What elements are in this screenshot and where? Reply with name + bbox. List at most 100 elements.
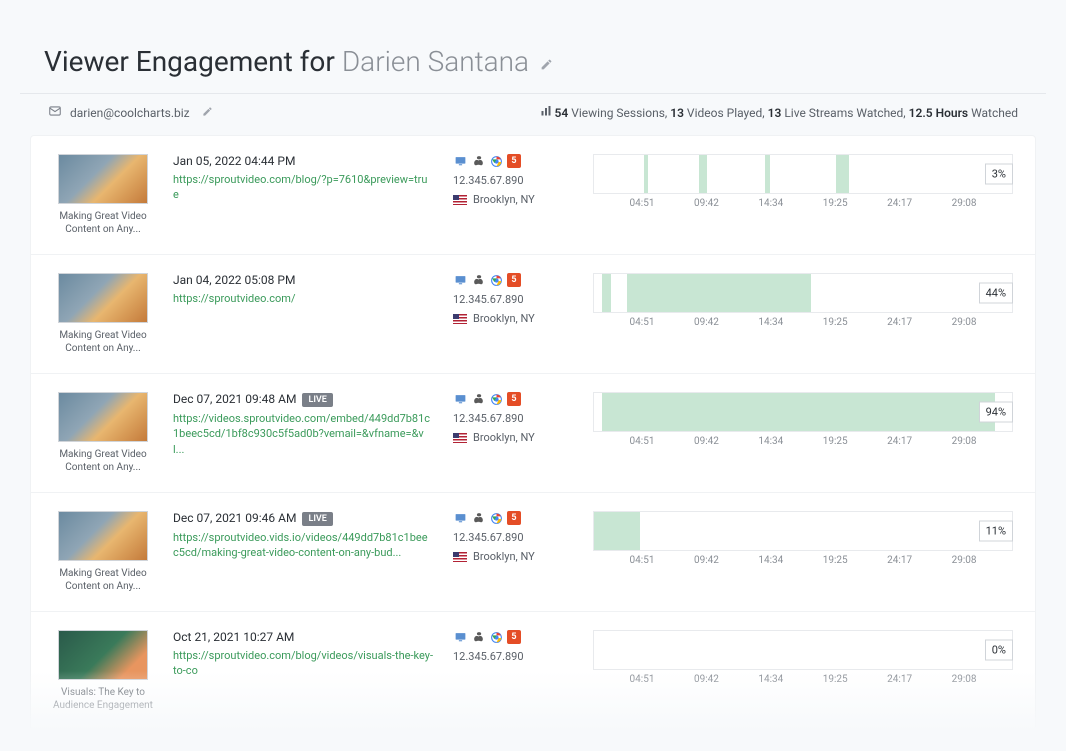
axis-tick: 04:51 xyxy=(610,555,674,566)
session-row[interactable]: Making Great Video Content on Any... Dec… xyxy=(31,493,1035,612)
location-text: Brooklyn, NY xyxy=(473,431,535,444)
info-column: Dec 07, 2021 09:48 AMLIVE https://videos… xyxy=(173,392,433,457)
location: Brooklyn, NY xyxy=(453,550,573,563)
viewer-name: Darien Santana xyxy=(342,45,529,78)
axis-tick: 09:42 xyxy=(674,317,738,328)
axis-tick: 19:25 xyxy=(803,674,867,685)
axis-tick: 14:34 xyxy=(739,555,803,566)
axis-tick: 14:34 xyxy=(739,198,803,209)
video-title: Making Great Video Content on Any... xyxy=(53,329,153,355)
live-badge: LIVE xyxy=(302,512,332,526)
location: Brooklyn, NY xyxy=(453,312,573,325)
chart-axis: 04:5109:4214:3419:2524:1729:08 xyxy=(593,198,1013,209)
session-url[interactable]: https://videos.sproutvideo.com/embed/449… xyxy=(173,411,433,457)
header-row: darien@coolcharts.biz 54 Viewing Session… xyxy=(20,93,1046,135)
video-thumbnail[interactable] xyxy=(58,154,148,204)
percent-watched: 11% xyxy=(979,521,1013,542)
chart-area: 3% xyxy=(593,154,1013,194)
session-url[interactable]: https://sproutvideo.vids.io/videos/449dd… xyxy=(173,530,433,561)
session-row[interactable]: Visuals: The Key to Audience Engagement … xyxy=(31,612,1035,730)
page-title: Viewer Engagement for Darien Santana xyxy=(20,20,1046,93)
axis-tick: 04:51 xyxy=(610,198,674,209)
thumbnail-column: Making Great Video Content on Any... xyxy=(53,273,153,355)
session-row[interactable]: Making Great Video Content on Any... Jan… xyxy=(31,255,1035,374)
axis-tick: 14:34 xyxy=(739,436,803,447)
session-date: Dec 07, 2021 09:46 AMLIVE xyxy=(173,511,433,526)
axis-tick: 04:51 xyxy=(610,674,674,685)
session-row[interactable]: Making Great Video Content on Any... Jan… xyxy=(31,136,1035,255)
browser-icon xyxy=(489,273,503,287)
ip-address: 12.345.67.890 xyxy=(453,293,573,306)
video-thumbnail[interactable] xyxy=(58,392,148,442)
chart-axis: 04:5109:4214:3419:2524:1729:08 xyxy=(593,674,1013,685)
monitor-icon xyxy=(453,511,467,525)
video-title: Making Great Video Content on Any... xyxy=(53,210,153,236)
axis-tick: 09:42 xyxy=(674,436,738,447)
session-date: Oct 21, 2021 10:27 AM xyxy=(173,630,433,644)
html5-icon: 5 xyxy=(507,630,521,644)
video-thumbnail[interactable] xyxy=(58,630,148,680)
engagement-chart: 11% 04:5109:4214:3419:2524:1729:08 xyxy=(593,511,1013,566)
engagement-chart: 44% 04:5109:4214:3419:2524:1729:08 xyxy=(593,273,1013,328)
chart-axis: 04:5109:4214:3419:2524:1729:08 xyxy=(593,555,1013,566)
axis-tick: 04:51 xyxy=(610,317,674,328)
mail-icon xyxy=(48,104,62,121)
edit-email-icon[interactable] xyxy=(202,105,213,121)
session-row[interactable]: Making Great Video Content on Any... Dec… xyxy=(31,374,1035,493)
meta-column: 5 12.345.67.890 Brooklyn, NY xyxy=(453,392,573,444)
monitor-icon xyxy=(453,154,467,168)
axis-tick: 14:34 xyxy=(739,674,803,685)
axis-tick: 19:25 xyxy=(803,198,867,209)
session-date: Jan 05, 2022 04:44 PM xyxy=(173,154,433,168)
video-title: Making Great Video Content on Any... xyxy=(53,567,153,593)
monitor-icon xyxy=(453,630,467,644)
axis-tick: 19:25 xyxy=(803,436,867,447)
os-icon xyxy=(471,154,485,168)
thumbnail-column: Making Great Video Content on Any... xyxy=(53,392,153,474)
browser-icon xyxy=(489,630,503,644)
session-url[interactable]: https://sproutvideo.com/blog/videos/visu… xyxy=(173,648,433,679)
video-title: Making Great Video Content on Any... xyxy=(53,448,153,474)
edit-name-icon[interactable] xyxy=(540,59,553,75)
ip-address: 12.345.67.890 xyxy=(453,531,573,544)
os-icon xyxy=(471,392,485,406)
tech-icons: 5 xyxy=(453,154,573,168)
meta-column: 5 12.345.67.890 Brooklyn, NY xyxy=(453,511,573,563)
axis-tick: 29:08 xyxy=(932,436,996,447)
axis-tick: 09:42 xyxy=(674,198,738,209)
axis-tick: 24:17 xyxy=(867,555,931,566)
thumbnail-column: Making Great Video Content on Any... xyxy=(53,511,153,593)
monitor-icon xyxy=(453,392,467,406)
os-icon xyxy=(471,511,485,525)
chart-area: 0% xyxy=(593,630,1013,670)
html5-icon: 5 xyxy=(507,392,521,406)
video-thumbnail[interactable] xyxy=(58,511,148,561)
flag-icon xyxy=(453,433,467,443)
engagement-chart: 94% 04:5109:4214:3419:2524:1729:08 xyxy=(593,392,1013,447)
video-title: Visuals: The Key to Audience Engagement xyxy=(53,686,153,712)
axis-tick: 29:08 xyxy=(932,198,996,209)
chart-area: 11% xyxy=(593,511,1013,551)
os-icon xyxy=(471,630,485,644)
engagement-chart: 3% 04:5109:4214:3419:2524:1729:08 xyxy=(593,154,1013,209)
engagement-chart: 0% 04:5109:4214:3419:2524:1729:08 xyxy=(593,630,1013,685)
page-container: Viewer Engagement for Darien Santana dar… xyxy=(20,20,1046,731)
axis-tick: 24:17 xyxy=(867,436,931,447)
ip-address: 12.345.67.890 xyxy=(453,174,573,187)
ip-address: 12.345.67.890 xyxy=(453,650,573,663)
tech-icons: 5 xyxy=(453,511,573,525)
flag-icon xyxy=(453,552,467,562)
session-url[interactable]: https://sproutvideo.com/ xyxy=(173,291,433,306)
meta-column: 5 12.345.67.890 xyxy=(453,630,573,669)
browser-icon xyxy=(489,392,503,406)
videos-count: 13 xyxy=(670,106,684,120)
video-thumbnail[interactable] xyxy=(58,273,148,323)
chart-area: 94% xyxy=(593,392,1013,432)
chart-axis: 04:5109:4214:3419:2524:1729:08 xyxy=(593,436,1013,447)
axis-tick: 24:17 xyxy=(867,198,931,209)
axis-tick: 19:25 xyxy=(803,317,867,328)
session-url[interactable]: https://sproutvideo.com/blog/?p=7610&pre… xyxy=(173,172,433,203)
sessions-list: Making Great Video Content on Any... Jan… xyxy=(30,135,1036,731)
percent-watched: 44% xyxy=(979,283,1013,304)
session-date: Dec 07, 2021 09:48 AMLIVE xyxy=(173,392,433,407)
